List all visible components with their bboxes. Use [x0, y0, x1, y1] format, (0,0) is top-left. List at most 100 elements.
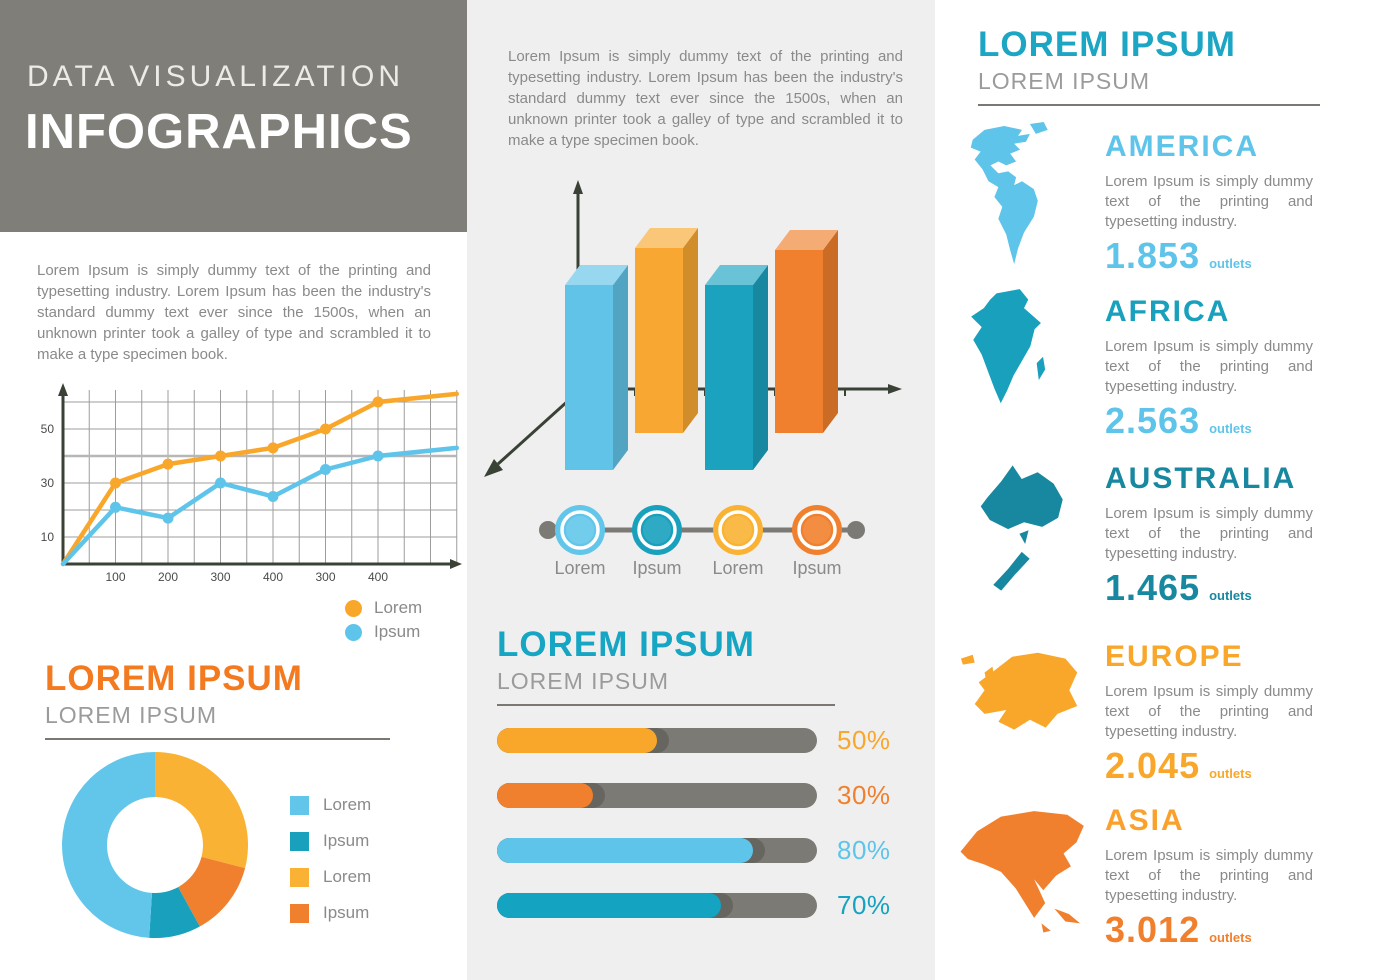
- svg-text:100: 100: [105, 570, 125, 584]
- legend-item: Lorem: [290, 787, 371, 823]
- legend-item: Lorem: [345, 596, 422, 620]
- continent-body: AMERICA Lorem Ipsum is simply dummy text…: [1105, 130, 1313, 277]
- continent-body: AUSTRALIA Lorem Ipsum is simply dummy te…: [1105, 462, 1313, 609]
- continent-description: Lorem Ipsum is simply dummy text of the …: [1105, 683, 1313, 740]
- legend-label: Ipsum: [323, 903, 370, 922]
- svg-text:Ipsum: Ipsum: [792, 558, 841, 578]
- europe-map-icon: [960, 652, 1078, 730]
- legend-label: Lorem: [374, 598, 423, 617]
- divider: [978, 104, 1320, 106]
- progress-bar-row: 80%: [497, 835, 917, 865]
- legend-item: Lorem: [290, 859, 371, 895]
- progress-value: 30%: [837, 780, 891, 810]
- continent-title: AUSTRALIA: [1105, 462, 1297, 495]
- continent-body: AFRICA Lorem Ipsum is simply dummy text …: [1105, 295, 1313, 442]
- outlet-unit: outlets: [1209, 421, 1252, 436]
- progress-value: 80%: [837, 835, 891, 865]
- outlet-unit: outlets: [1209, 256, 1252, 271]
- outlet-count: 2.045: [1105, 745, 1201, 786]
- donut-chart: [61, 752, 248, 938]
- svg-text:50: 50: [41, 422, 55, 436]
- outlet-count: 1.465: [1105, 567, 1201, 608]
- lorem-series-swatch: [345, 599, 362, 617]
- continent-title: ASIA: [1105, 804, 1185, 837]
- continent-row-europe: EUROPE Lorem Ipsum is simply dummy text …: [955, 628, 1375, 788]
- continent-stat: 3.012 outlets: [1105, 909, 1313, 951]
- continent-stat: 2.045 outlets: [1105, 745, 1313, 787]
- intro-paragraph-left: Lorem Ipsum is simply dummy text of the …: [37, 262, 431, 363]
- legend-item: Ipsum: [290, 895, 371, 931]
- svg-text:400: 400: [263, 570, 283, 584]
- outlet-count: 1.853: [1105, 235, 1201, 276]
- svg-text:Lorem: Lorem: [712, 558, 763, 578]
- outlet-unit: outlets: [1209, 588, 1252, 603]
- svg-text:Lorem: Lorem: [554, 558, 605, 578]
- legend-label: Lorem: [323, 867, 372, 886]
- page-subtitle: DATA VISUALIZATION: [27, 60, 405, 93]
- divider: [45, 738, 390, 740]
- continent-stat: 2.563 outlets: [1105, 400, 1313, 442]
- line-chart-legend: Lorem Ipsum: [345, 596, 422, 644]
- continent-title: AFRICA: [1105, 295, 1231, 328]
- progress-fill: [497, 728, 657, 753]
- section-subtitle: LOREM IPSUM: [45, 702, 218, 728]
- svg-text:400: 400: [368, 570, 388, 584]
- donut-swatch-3: [290, 867, 309, 887]
- continent-body: ASIA Lorem Ipsum is simply dummy text of…: [1105, 804, 1313, 951]
- donut-swatch-2: [290, 831, 309, 851]
- continent-row-australia: AUSTRALIA Lorem Ipsum is simply dummy te…: [955, 450, 1375, 610]
- africa-map-icon: [971, 289, 1046, 404]
- ipsum-series-swatch: [345, 623, 362, 641]
- legend-item: Ipsum: [290, 823, 371, 859]
- section-title: LOREM IPSUM: [978, 25, 1236, 64]
- progress-bar-row: 30%: [497, 780, 917, 810]
- middle-section-heading: LOREM IPSUM LOREM IPSUM: [497, 626, 835, 706]
- continent-stat: 1.465 outlets: [1105, 567, 1313, 609]
- legend-item: Ipsum: [345, 620, 422, 644]
- svg-text:300: 300: [315, 570, 335, 584]
- continent-row-africa: AFRICA Lorem Ipsum is simply dummy text …: [955, 283, 1375, 443]
- section-subtitle: LOREM IPSUM: [978, 68, 1151, 94]
- section-subtitle: LOREM IPSUM: [497, 668, 670, 694]
- timeline: Lorem Ipsum Lorem Ipsum: [539, 505, 865, 578]
- progress-fill: [497, 783, 593, 808]
- america-map-icon: [970, 122, 1048, 265]
- continent-row-america: AMERICA Lorem Ipsum is simply dummy text…: [955, 118, 1375, 278]
- progress-fill: [497, 838, 753, 863]
- outlet-count: 2.563: [1105, 400, 1201, 441]
- outlet-unit: outlets: [1209, 766, 1252, 781]
- outlet-count: 3.012: [1105, 909, 1201, 950]
- svg-text:30: 30: [41, 476, 55, 490]
- donut-swatch-1: [290, 795, 309, 815]
- svg-text:10: 10: [41, 530, 55, 544]
- australia-map-icon: [980, 465, 1063, 591]
- title-block: DATA VISUALIZATION INFOGRAPHICS: [0, 0, 467, 232]
- asia-map-icon: [960, 811, 1084, 933]
- legend-label: Lorem: [323, 795, 372, 814]
- svg-text:300: 300: [210, 570, 230, 584]
- page-title: INFOGRAPHICS: [25, 105, 413, 159]
- progress-fill: [497, 893, 721, 918]
- continent-description: Lorem Ipsum is simply dummy text of the …: [1105, 173, 1313, 230]
- middle-column-background: [467, 0, 935, 980]
- legend-label: Ipsum: [323, 831, 370, 850]
- divider: [497, 704, 835, 706]
- svg-text:200: 200: [158, 570, 178, 584]
- legend-label: Ipsum: [374, 622, 421, 641]
- continent-title: AMERICA: [1105, 130, 1259, 163]
- line-chart: 10 30 50 100 200 300 400 300 400: [41, 383, 462, 584]
- left-section-heading: LOREM IPSUM LOREM IPSUM: [45, 660, 390, 740]
- continent-stat: 1.853 outlets: [1105, 235, 1313, 277]
- svg-text:Ipsum: Ipsum: [632, 558, 681, 578]
- continent-row-asia: ASIA Lorem Ipsum is simply dummy text of…: [955, 792, 1375, 952]
- bar-3d-chart: [484, 180, 902, 477]
- continent-description: Lorem Ipsum is simply dummy text of the …: [1105, 505, 1313, 562]
- continent-body: EUROPE Lorem Ipsum is simply dummy text …: [1105, 640, 1313, 787]
- right-section-heading: LOREM IPSUM LOREM IPSUM: [978, 26, 1320, 106]
- continent-description: Lorem Ipsum is simply dummy text of the …: [1105, 847, 1313, 904]
- donut-swatch-4: [290, 903, 309, 923]
- progress-bar-row: 70%: [497, 890, 917, 920]
- progress-bar-row: 50%: [497, 725, 917, 755]
- section-title: LOREM IPSUM: [45, 659, 303, 698]
